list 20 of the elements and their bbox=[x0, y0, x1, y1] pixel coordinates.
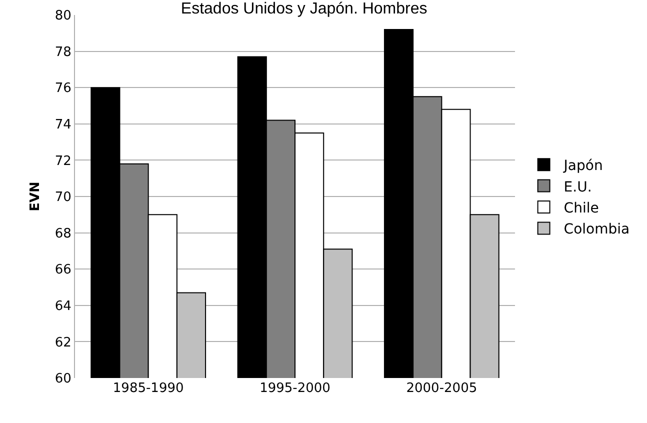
y-tick-label: 78 bbox=[54, 44, 72, 60]
legend-label: Chile bbox=[564, 200, 599, 216]
y-tick-label: 74 bbox=[54, 117, 72, 132]
x-tick-label: 1995-2000 bbox=[260, 381, 330, 396]
legend-label: Japón bbox=[562, 158, 603, 174]
y-tick-label: 62 bbox=[54, 335, 72, 350]
legend-label: E.U. bbox=[564, 179, 592, 196]
y-tick-label: 76 bbox=[54, 81, 72, 96]
y-axis-title: EVN bbox=[28, 182, 43, 212]
y-tick-label: 72 bbox=[54, 154, 72, 169]
y-tick-label: 60 bbox=[54, 372, 72, 387]
x-tick-label: 2000-2005 bbox=[406, 381, 478, 396]
y-tick-label: 64 bbox=[54, 298, 72, 314]
legend-label: Colombia bbox=[564, 222, 630, 238]
chart-title: Estados Unidos y Japón. Hombres bbox=[180, 0, 428, 18]
y-tick-label: 66 bbox=[54, 262, 72, 278]
y-tick-label: 70 bbox=[54, 190, 72, 206]
y-tick-label: 68 bbox=[54, 226, 72, 242]
x-tick-label: 1985-1990 bbox=[112, 381, 184, 396]
y-tick-label: 80 bbox=[54, 8, 72, 24]
